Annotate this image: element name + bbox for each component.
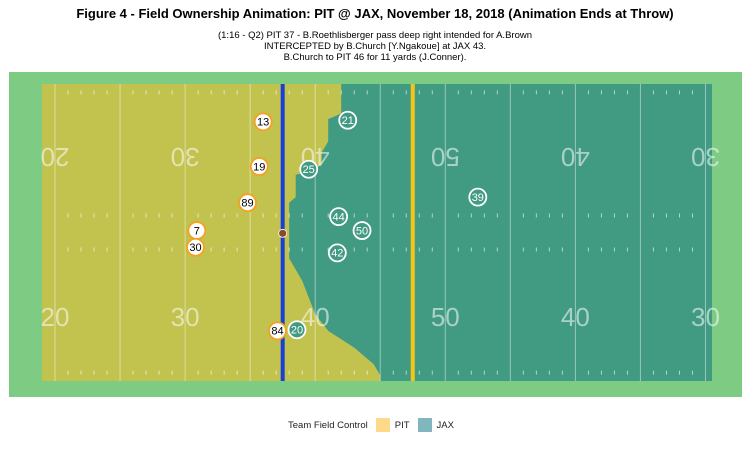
- play-description-line-2: INTERCEPTED by B.Church [Y.Ngakoue] at J…: [263, 41, 487, 52]
- legend-item-pit: PIT: [375, 418, 410, 432]
- pit-player-number: 19: [253, 161, 265, 173]
- yard-number-top: 30: [171, 142, 200, 172]
- pit-player-number: 84: [271, 326, 283, 338]
- play-description-line-1: (1:16 - Q2) PIT 37 - B.Roethlisberger pa…: [217, 30, 533, 41]
- jax-player-marker: [329, 207, 349, 227]
- pit-player-number: 89: [241, 197, 253, 209]
- yard-number-bottom: 20: [41, 302, 70, 332]
- legend-swatch-pit: [375, 418, 390, 432]
- legend: Team Field Control PIT JAX: [0, 418, 750, 432]
- legend-item-jax: JAX: [417, 418, 454, 432]
- yard-number-bottom: 30: [171, 302, 200, 332]
- jax-player-marker: [338, 110, 358, 130]
- legend-label-jax: JAX: [436, 419, 454, 431]
- jax-player-marker: [327, 243, 347, 263]
- pit-player-number: 13: [257, 117, 269, 129]
- jax-player-marker: [352, 221, 372, 240]
- legend-title: Team Field Control: [288, 419, 368, 431]
- legend-label-pit: PIT: [394, 419, 410, 431]
- jax-player-number: 44: [332, 211, 344, 223]
- pit-player-number: 30: [189, 242, 201, 254]
- jax-player-number: 42: [331, 248, 343, 260]
- chart-title: Figure 4 - Field Ownership Animation: PI…: [76, 6, 674, 21]
- jax-player-marker: [468, 187, 488, 207]
- pit-player-marker: [268, 321, 287, 341]
- legend-swatch-jax: [417, 418, 432, 432]
- pit-control-area: [42, 84, 381, 381]
- yard-number-top: 40: [561, 142, 590, 172]
- yard-number-top: 30: [691, 142, 720, 172]
- yard-number-top: 50: [431, 142, 460, 172]
- pit-player-marker: [238, 193, 257, 213]
- football-marker: [278, 228, 288, 238]
- pit-player-marker: [253, 112, 273, 132]
- jax-player-number: 25: [303, 164, 315, 176]
- yard-number-top: 20: [41, 142, 70, 172]
- jax-player-number: 21: [342, 115, 354, 127]
- jax-player-marker: [299, 159, 319, 179]
- yard-number-bottom: 40: [561, 302, 590, 332]
- jax-player-number: 20: [291, 325, 303, 337]
- jax-player-marker: [287, 320, 307, 340]
- pit-player-number: 7: [194, 225, 200, 237]
- yard-number-bottom: 30: [691, 302, 720, 332]
- jax-player-number: 39: [472, 192, 484, 204]
- pit-player-marker: [186, 237, 205, 257]
- play-description-line-3: B.Church to PIT 46 for 11 yards (J.Conne…: [283, 52, 467, 63]
- yard-number-bottom: 50: [431, 302, 460, 332]
- jax-player-number: 50: [356, 225, 368, 237]
- pit-player-marker: [249, 157, 269, 176]
